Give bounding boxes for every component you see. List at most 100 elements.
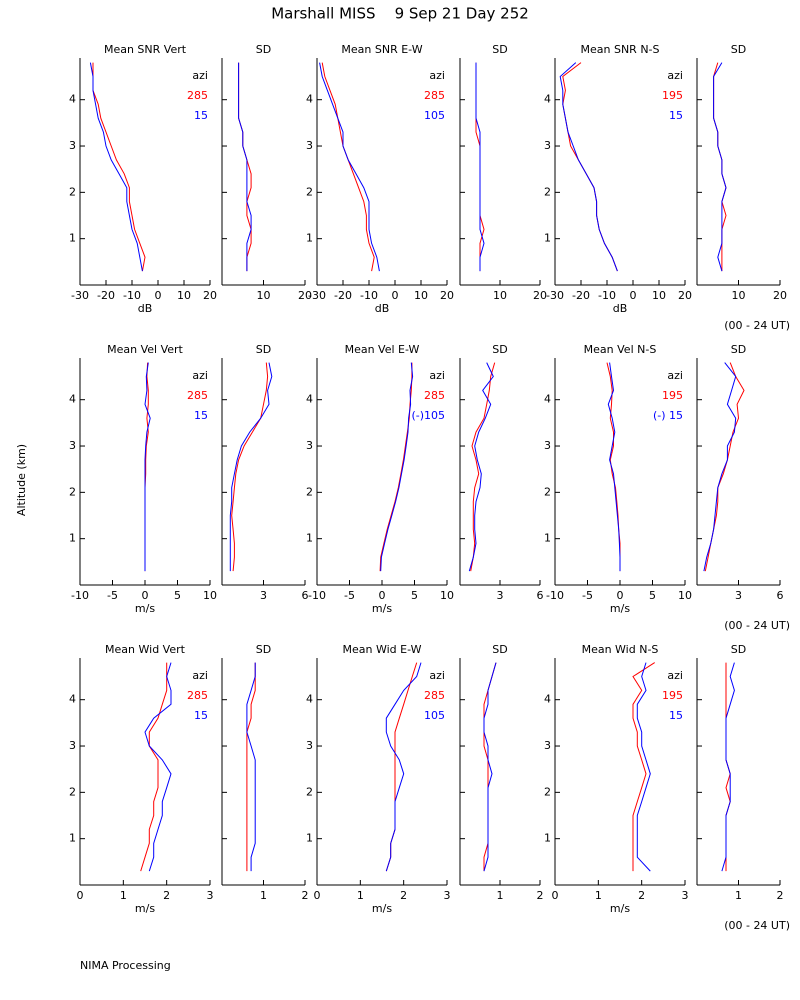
x-axis-label: m/s [610,602,630,615]
time-note: (00 - 24 UT) [724,319,790,332]
profile-line [144,362,151,572]
x-tick-label: -10 [123,289,141,302]
y-tick-label: 3 [69,139,76,152]
x-tick-label: 0 [617,589,624,602]
y-tick-label: 1 [544,832,551,845]
x-tick-label: -30 [71,289,89,302]
y-tick-label: 4 [69,93,76,106]
x-tick-label: 2 [638,889,645,902]
profile-line [559,62,618,272]
panel-title: SD [256,43,271,56]
x-tick-label: 5 [649,589,656,602]
y-tick-label: 3 [544,739,551,752]
legend-entry: (-)105 [411,409,445,422]
profile-line [380,362,414,572]
panel-title: SD [492,343,507,356]
panel-title: SD [731,343,746,356]
y-tick-label: 4 [544,393,551,406]
x-axis-label: m/s [135,902,155,915]
y-tick-label: 3 [306,439,313,452]
legend-entry: 285 [424,389,445,402]
profile-line [607,362,621,572]
legend-title: azi [429,669,445,682]
profile-line [475,62,485,272]
x-tick-label: 6 [302,589,309,602]
x-tick-label: 0 [552,889,559,902]
legend-title: azi [667,69,683,82]
y-tick-label: 4 [306,693,313,706]
y-tick-label: 2 [69,485,76,498]
x-tick-label: -10 [546,589,564,602]
x-tick-label: 10 [257,289,271,302]
profile-line [703,362,737,572]
x-tick-label: 10 [177,289,191,302]
x-tick-label: 0 [77,889,84,902]
x-tick-label: -20 [572,289,590,302]
x-tick-label: -10 [308,589,326,602]
legend-entry: 285 [187,689,208,702]
y-tick-label: 4 [544,93,551,106]
panel-title: Mean SNR E-W [341,43,422,56]
x-tick-label: 5 [174,589,181,602]
profile-line [713,62,727,272]
y-tick-label: 2 [306,785,313,798]
x-tick-label: 0 [155,289,162,302]
profile-line [231,362,269,572]
x-tick-label: 20 [773,289,787,302]
y-tick-label: 1 [306,832,313,845]
y-tick-label: 2 [544,485,551,498]
x-tick-label: 10 [440,589,454,602]
y-tick-label: 3 [306,139,313,152]
x-tick-label: 1 [120,889,127,902]
profile-line [470,362,496,572]
legend-entry: (-) 15 [653,409,683,422]
x-tick-label: 20 [298,289,312,302]
y-tick-label: 2 [306,485,313,498]
legend-title: azi [667,369,683,382]
panel-title: SD [492,643,507,656]
legend-title: azi [667,669,683,682]
y-tick-label: 4 [544,693,551,706]
x-tick-label: 10 [652,289,666,302]
y-tick-label: 1 [544,232,551,245]
x-tick-label: 1 [260,889,267,902]
profile-line [385,662,422,872]
y-tick-label: 2 [306,185,313,198]
panel-title: Mean Vel E-W [345,343,420,356]
y-tick-label: 1 [306,532,313,545]
legend-entry: 285 [187,89,208,102]
x-tick-label: 6 [777,589,784,602]
legend-title: azi [192,369,208,382]
x-tick-label: 6 [537,589,544,602]
panel-title: Mean Wid Vert [105,643,186,656]
legend-entry: 285 [187,389,208,402]
y-axis-label: Altitude (km) [15,444,28,516]
time-note: (00 - 24 UT) [724,619,790,632]
profile-line [246,662,256,872]
x-tick-label: -10 [71,589,89,602]
x-axis-label: dB [375,302,390,315]
profile-line [246,662,256,872]
y-tick-label: 1 [69,232,76,245]
y-tick-label: 2 [544,785,551,798]
x-tick-label: 1 [595,889,602,902]
x-tick-label: 20 [533,289,547,302]
x-tick-label: -30 [546,289,564,302]
y-tick-label: 1 [544,532,551,545]
profile-line [321,62,375,272]
panel-title: SD [256,643,271,656]
y-tick-label: 2 [544,185,551,198]
legend-entry: 15 [194,709,208,722]
x-tick-label: 3 [207,889,214,902]
panel-title: Mean Vel N-S [584,343,657,356]
x-axis-label: m/s [610,902,630,915]
x-tick-label: 2 [163,889,170,902]
legend-entry: 195 [662,89,683,102]
legend-entry: 105 [424,709,445,722]
x-tick-label: 2 [537,889,544,902]
x-tick-label: -5 [107,589,118,602]
x-tick-label: 1 [357,889,364,902]
x-tick-label: 1 [497,889,504,902]
panel-title: SD [731,43,746,56]
